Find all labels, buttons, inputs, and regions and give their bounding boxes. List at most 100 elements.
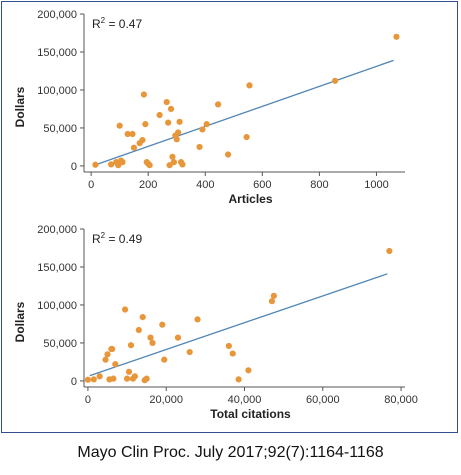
y-tick-label: 50,000 xyxy=(43,338,77,350)
data-point xyxy=(176,118,183,125)
y-tick-label: 200,000 xyxy=(37,9,77,21)
y-axis-label: Dollars xyxy=(13,301,27,342)
chart-1: 0 50,000 100,000 150,000 200,000 0 200 400 600 80… xyxy=(13,9,405,206)
data-point xyxy=(122,306,129,313)
data-point xyxy=(179,161,186,168)
data-point xyxy=(174,334,182,341)
data-point xyxy=(104,351,111,358)
data-point xyxy=(167,105,175,113)
data-point xyxy=(143,375,150,382)
data-point xyxy=(142,121,149,128)
data-point xyxy=(130,144,138,151)
data-point xyxy=(243,133,250,141)
data-point xyxy=(166,162,173,169)
data-point xyxy=(156,111,163,119)
data-point xyxy=(140,91,148,98)
data-point xyxy=(229,350,236,357)
data-point xyxy=(131,373,138,380)
data-point xyxy=(125,368,133,375)
y-tick-label: 200,000 xyxy=(37,224,77,236)
data-point xyxy=(159,321,166,328)
data-point xyxy=(123,375,131,382)
data-point xyxy=(386,247,393,255)
r-squared-value: = 0.49 xyxy=(105,232,142,246)
r-squared-superscript: 2 xyxy=(101,231,106,240)
data-point xyxy=(270,292,277,299)
r-squared-annotation: R2 = 0.49 xyxy=(92,231,142,246)
data-point xyxy=(84,376,92,383)
r-squared-letter: R xyxy=(92,17,101,31)
data-point xyxy=(173,136,180,143)
data-point xyxy=(331,77,339,84)
data-point xyxy=(135,326,142,334)
x-tick-label: 60,000 xyxy=(306,394,340,406)
y-axis-label: Dollars xyxy=(13,86,27,127)
data-point xyxy=(124,130,131,138)
data-point xyxy=(110,375,117,382)
r-squared-superscript: 2 xyxy=(101,16,106,25)
y-tick-label: 150,000 xyxy=(37,262,77,274)
data-point xyxy=(108,161,115,168)
y-tick-label: 50,000 xyxy=(43,123,77,135)
data-point xyxy=(161,356,168,363)
x-axis-label: Total citations xyxy=(210,407,291,421)
data-point xyxy=(149,339,156,347)
x-tick-label: 0 xyxy=(85,394,91,406)
data-point xyxy=(199,126,206,133)
r-squared-value: = 0.47 xyxy=(105,17,142,31)
data-point xyxy=(215,101,222,108)
data-point xyxy=(146,162,153,169)
data-point xyxy=(116,122,123,129)
data-point xyxy=(147,334,154,341)
x-tick-label: 0 xyxy=(88,179,94,191)
x-tick-label: 600 xyxy=(253,179,271,191)
data-point xyxy=(194,316,201,323)
y-tick-label: 0 xyxy=(71,376,77,388)
data-point xyxy=(246,82,253,89)
data-point xyxy=(393,33,400,40)
x-tick-label: 40,000 xyxy=(228,394,262,406)
y-tick-label: 150,000 xyxy=(37,47,77,59)
data-point xyxy=(235,376,242,383)
data-point xyxy=(169,153,176,160)
data-point xyxy=(224,151,232,158)
figure-frame xyxy=(1,1,458,433)
y-tick-label: 100,000 xyxy=(37,300,77,312)
data-point xyxy=(203,121,210,128)
data-point xyxy=(96,373,103,380)
x-axis-label: Articles xyxy=(228,192,272,206)
data-point xyxy=(139,314,146,321)
data-point xyxy=(170,159,177,166)
x-tick-label: 1000 xyxy=(364,179,388,191)
data-point xyxy=(127,342,135,349)
y-tick-label: 100,000 xyxy=(37,85,77,97)
x-tick-label: 400 xyxy=(196,179,214,191)
x-tick-label: 80,000 xyxy=(384,394,418,406)
data-point xyxy=(112,361,119,368)
figure-caption: Mayo Clin Proc. July 2017;92(7):1164-116… xyxy=(77,444,384,461)
chart-2: 0 50,000 100,000 150,000 200,000 0 20,000 40,00… xyxy=(13,224,418,421)
data-point xyxy=(92,161,99,168)
data-point xyxy=(268,298,276,305)
data-point xyxy=(139,136,146,144)
data-point xyxy=(119,159,126,166)
data-point xyxy=(186,348,193,356)
data-point xyxy=(90,376,97,383)
data-point xyxy=(175,129,182,136)
data-point xyxy=(245,367,252,374)
x-tick-label: 20,000 xyxy=(149,394,183,406)
r-squared-annotation: R2 = 0.47 xyxy=(92,16,142,31)
data-point xyxy=(225,342,232,350)
data-point xyxy=(115,162,122,169)
data-point xyxy=(165,119,172,126)
trend-line xyxy=(96,59,394,166)
x-tick-label: 800 xyxy=(310,179,328,191)
data-point xyxy=(129,130,136,138)
data-point xyxy=(196,143,203,151)
data-point xyxy=(109,345,116,353)
x-tick-label: 200 xyxy=(139,179,157,191)
r-squared-letter: R xyxy=(92,232,101,246)
data-point xyxy=(102,356,109,363)
y-tick-label: 0 xyxy=(71,161,77,173)
